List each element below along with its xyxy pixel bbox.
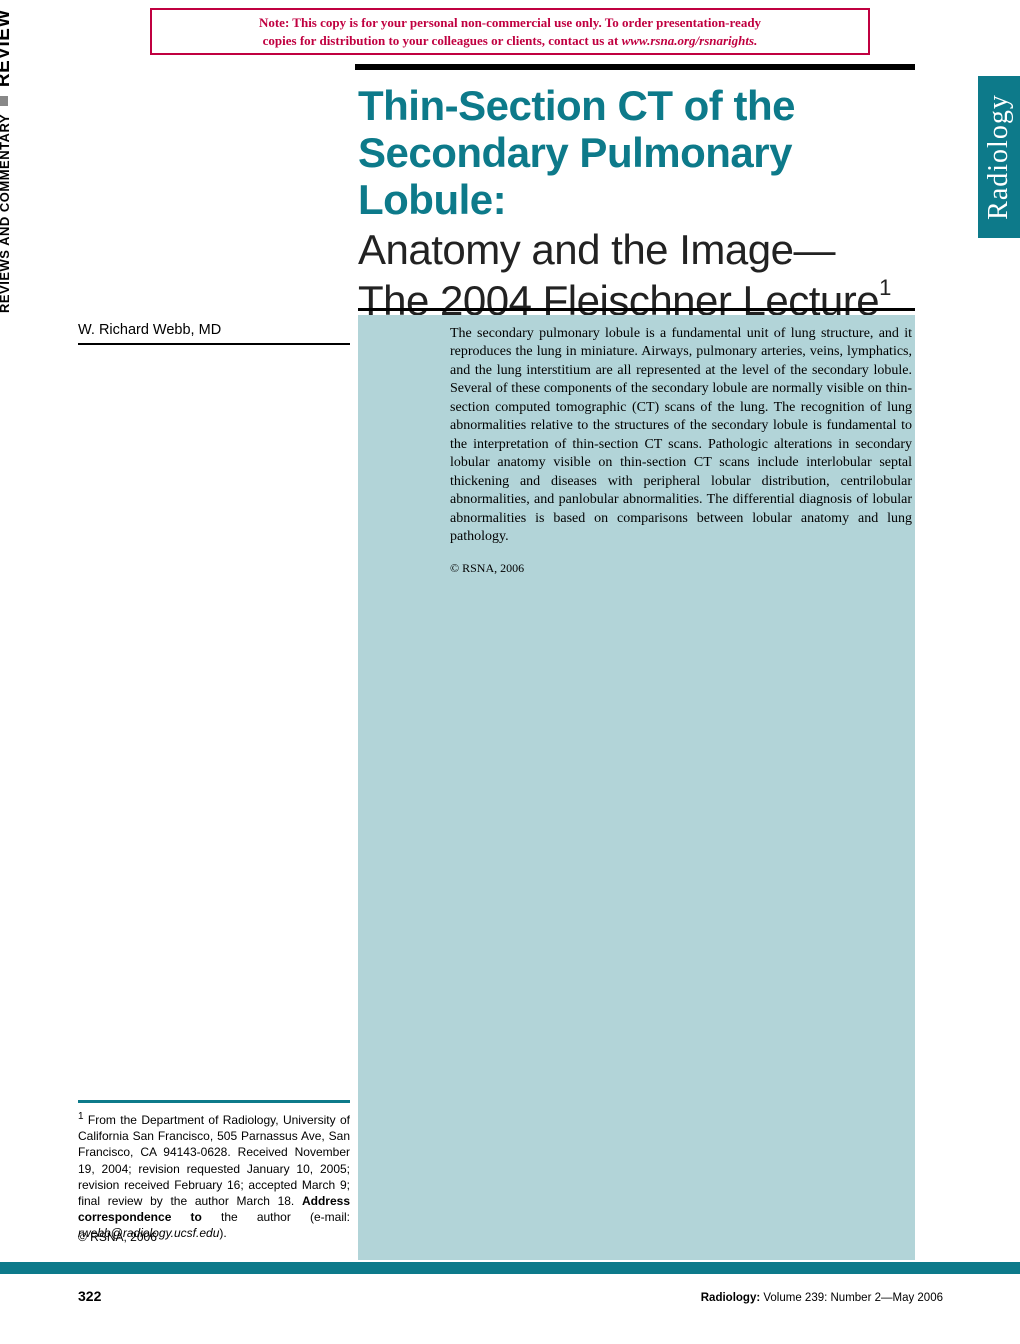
notice-url[interactable]: www.rsna.org/rsnarights. bbox=[622, 33, 758, 48]
notice-box: Note: This copy is for your personal non… bbox=[150, 8, 870, 55]
sidebar-large: REVIEW bbox=[0, 9, 14, 87]
top-rule bbox=[355, 64, 915, 70]
title-bold-2: Secondary Pulmonary Lobule: bbox=[358, 129, 792, 223]
page-number: 322 bbox=[78, 1288, 101, 1304]
footnote-copyright: © RSNA, 2006 bbox=[78, 1230, 157, 1244]
author-line: W. Richard Webb, MD bbox=[78, 322, 338, 338]
journal-bold: Radiology: bbox=[701, 1292, 760, 1304]
title-light-1: Anatomy and the Image— bbox=[358, 226, 835, 273]
title-bold-1: Thin-Section CT of the bbox=[358, 82, 795, 129]
bottom-strip bbox=[0, 1262, 1020, 1274]
journal-tab: Radiology bbox=[978, 76, 1020, 238]
page-footer: 322 Radiology: Volume 239: Number 2—May … bbox=[78, 1288, 943, 1304]
notice-prefix: Note: bbox=[259, 15, 292, 30]
abstract-block: The secondary pulmonary lobule is a fund… bbox=[450, 325, 912, 576]
footnote-rule bbox=[78, 1100, 350, 1103]
author-rule bbox=[78, 343, 350, 345]
article-title: Thin-Section CT of the Secondary Pulmona… bbox=[358, 82, 913, 325]
footnote-block: 1 From the Department of Radiology, Univ… bbox=[78, 1110, 350, 1242]
abstract-text: The secondary pulmonary lobule is a fund… bbox=[450, 325, 912, 547]
notice-line2a: copies for distribution to your colleagu… bbox=[263, 33, 622, 48]
abstract-copyright: © RSNA, 2006 bbox=[450, 561, 912, 577]
footnote-c: ). bbox=[219, 1226, 226, 1240]
notice-line1: This copy is for your personal non-comme… bbox=[292, 15, 761, 30]
citation-text: Volume 239: Number 2—May 2006 bbox=[760, 1292, 943, 1304]
mid-rule bbox=[358, 308, 915, 311]
journal-name: Radiology bbox=[983, 94, 1015, 220]
square-icon bbox=[0, 96, 8, 106]
section-sidebar: REVIEWS AND COMMENTARY REVIEW bbox=[15, 68, 45, 313]
page-citation: Radiology: Volume 239: Number 2—May 2006 bbox=[701, 1292, 943, 1304]
footnote-b: the author (e-mail: bbox=[202, 1210, 350, 1224]
sidebar-small: REVIEWS AND COMMENTARY bbox=[0, 114, 12, 313]
title-sup: 1 bbox=[879, 275, 891, 300]
